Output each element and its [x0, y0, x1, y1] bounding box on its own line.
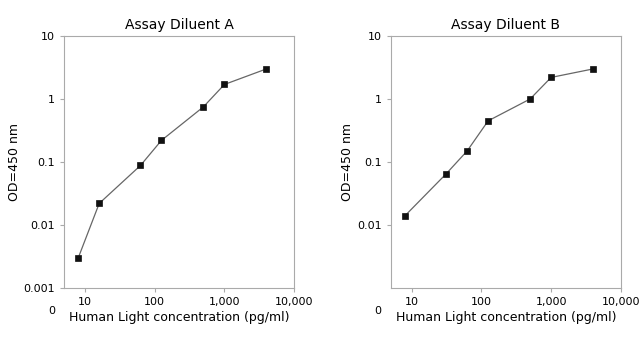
- Y-axis label: OD=450 nm: OD=450 nm: [8, 123, 20, 201]
- X-axis label: Human Light concentration (pg/ml): Human Light concentration (pg/ml): [396, 311, 616, 324]
- Title: Assay Diluent B: Assay Diluent B: [451, 18, 560, 32]
- Text: 0: 0: [48, 306, 55, 316]
- Title: Assay Diluent A: Assay Diluent A: [125, 18, 234, 32]
- Text: 0: 0: [374, 306, 381, 316]
- Y-axis label: OD=450 nm: OD=450 nm: [341, 123, 355, 201]
- X-axis label: Human Light concentration (pg/ml): Human Light concentration (pg/ml): [68, 311, 289, 324]
